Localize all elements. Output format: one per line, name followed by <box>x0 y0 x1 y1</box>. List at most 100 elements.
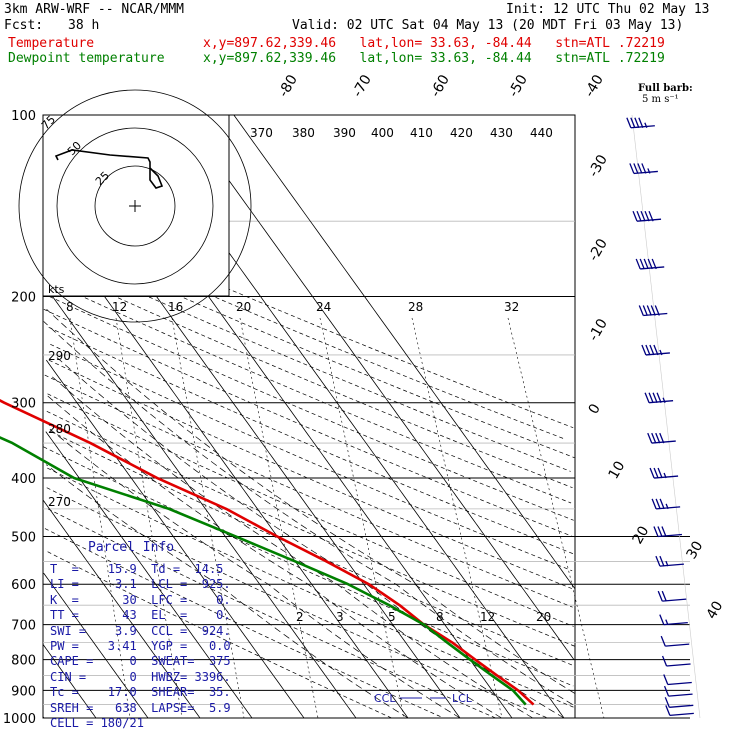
parcel-info-row: SREH = 638 LAPSE= 5.9 <box>50 700 231 715</box>
dry-adiabat-340 <box>47 393 574 627</box>
pressure-label-100: 100 <box>11 109 36 124</box>
pressure-label-500: 500 <box>11 530 36 545</box>
barb-key-line1: Full barb: <box>638 83 693 94</box>
wind-barb-flag-1-1 <box>633 163 639 174</box>
pressure-label-800: 800 <box>11 654 36 669</box>
wind-barb-flag-19-0 <box>665 705 671 716</box>
wind-barb-flag-6-2 <box>652 392 658 403</box>
wind-barb-flag-9-1 <box>655 498 661 510</box>
hodograph-ring-2 <box>18 89 252 323</box>
wind-barb-10 <box>653 526 683 538</box>
dry-adiabat-370 <box>50 343 573 572</box>
wind-barb-half-6 <box>662 397 666 403</box>
wind-barb-15 <box>661 655 691 667</box>
parcel-info-row: CELL = 180/21 <box>50 716 144 730</box>
wind-barb-flag-12-1 <box>661 590 667 602</box>
isotherm-line--10 <box>43 212 409 719</box>
dry-adiabat-380 <box>48 327 575 555</box>
pressure-label-200: 200 <box>11 291 36 306</box>
wind-barb-flag-7-1 <box>651 432 657 444</box>
wind-barb-flag-4-4 <box>654 305 660 316</box>
isotherm-line--60 <box>43 572 149 719</box>
isotherm-label-20: 20 <box>630 524 653 547</box>
isotherm-line-20 <box>129 114 565 719</box>
wind-barb-shaft-19 <box>669 712 694 717</box>
isotherm-line-10 <box>77 114 513 719</box>
wind-barb-flag-6-3 <box>656 392 662 403</box>
dry-adiabat-lines <box>43 211 575 719</box>
wind-barb-flag-7-0 <box>647 432 653 444</box>
wind-barb-flag-0-3 <box>638 117 644 129</box>
model-title: 3km ARW-WRF -- NCAR/MMM <box>4 2 185 17</box>
wind-barb-flag-3-0 <box>635 258 641 270</box>
mixing-label-lower-12: 12 <box>480 610 495 624</box>
wind-barb-flag-6-0 <box>644 392 650 403</box>
wind-barb-flag-1-3 <box>641 163 647 174</box>
parcel-info-row: T = 15.9 Td = 14.5 <box>50 562 224 576</box>
adiabat-label-400: 400 <box>371 126 394 140</box>
wind-barb-flag-2-2 <box>640 210 646 222</box>
valid-time: Valid: 02 UTC Sat 04 May 13 (20 MDT Fri … <box>292 18 684 33</box>
parcel-info-row: PW = 3.41 YGP = 0.0 <box>50 639 231 653</box>
wind-barb-12 <box>657 590 687 602</box>
profile-dewpoint <box>0 436 527 706</box>
wind-barb-half-1 <box>647 168 651 174</box>
adiabat-label-390: 390 <box>333 126 356 140</box>
wind-barb-9 <box>651 498 681 510</box>
mixing-label-lower-2: 2 <box>296 610 304 624</box>
adiabat-label-370: 370 <box>250 126 273 140</box>
dry-adiabat-460 <box>53 211 574 428</box>
wind-barb-flag-0-0 <box>626 117 632 129</box>
wind-barb-flag-5-1 <box>645 344 651 356</box>
dry-adiabat-420 <box>54 268 573 489</box>
isotherm-line--30 <box>46 359 305 719</box>
mixing-line-upper-32 <box>507 317 605 719</box>
moist-adiabat-14 <box>50 374 533 719</box>
pressure-label-700: 700 <box>11 619 36 634</box>
mixing-label-upper-12: 12 <box>112 300 127 314</box>
isotherm-label--60: -60 <box>428 72 453 100</box>
wind-barb-half-5 <box>659 349 663 356</box>
wind-barb-flag-1-0 <box>629 163 635 174</box>
wind-barb-flag-8-2 <box>657 467 663 479</box>
moist-adiabat-8 <box>44 393 502 719</box>
wind-barb-flag-0-2 <box>634 117 640 129</box>
wind-barb-2 <box>632 210 662 222</box>
mixing-label-upper-20: 20 <box>236 300 251 314</box>
wind-barb-flag-5-0 <box>641 344 647 356</box>
temperature-location: x,y=897.62,339.46 lat,lon= 33.63, -84.44… <box>203 36 665 51</box>
wind-barb-0 <box>626 117 655 129</box>
isobar-lines <box>42 114 690 719</box>
hodograph-kts-label: kts <box>48 283 65 296</box>
mixing-line-upper-24 <box>319 317 405 719</box>
dry-adiabat-270 <box>44 528 444 719</box>
dry-adiabat-310 <box>43 446 574 687</box>
mixing-label-upper-24: 24 <box>316 300 331 314</box>
wind-barb-flag-8-1 <box>653 467 659 479</box>
isotherm-line-40 <box>233 114 576 589</box>
dewpoint-location: x,y=897.62,339.46 lat,lon= 33.63, -84.44… <box>203 51 665 66</box>
wind-barb-flag-2-4 <box>648 210 654 222</box>
init-time: Init: 12 UTC Thu 02 May 13 <box>506 2 710 17</box>
wind-barb-7 <box>647 432 676 444</box>
dry-adiabat-280 <box>47 508 496 719</box>
forecast-label: Fcst: <box>4 18 44 33</box>
temperature-legend: Temperature <box>8 36 95 51</box>
parcel-info-row: Tc = 17.0 SHEAR= 35. <box>50 685 231 700</box>
dry-adiabat-320 <box>50 431 575 667</box>
wind-barb-flag-9-2 <box>659 498 665 510</box>
mixing-label-upper-16: 16 <box>168 300 183 314</box>
wind-barb-17 <box>663 685 693 697</box>
pressure-label-900: 900 <box>11 684 36 699</box>
adiabat-label-290: 290 <box>48 349 71 363</box>
barb-key-line2: 5 m s⁻¹ <box>642 94 679 105</box>
wind-barb-flag-7-3 <box>659 432 665 444</box>
isotherm-label--80: -80 <box>276 72 301 100</box>
wind-barb-18 <box>664 697 694 708</box>
wind-barb-1 <box>629 163 658 175</box>
wind-barb-16 <box>663 674 692 686</box>
moist-adiabat--10 <box>45 464 409 719</box>
wind-barb-half-0 <box>644 122 648 129</box>
mixing-label-upper-8: 8 <box>66 300 74 314</box>
